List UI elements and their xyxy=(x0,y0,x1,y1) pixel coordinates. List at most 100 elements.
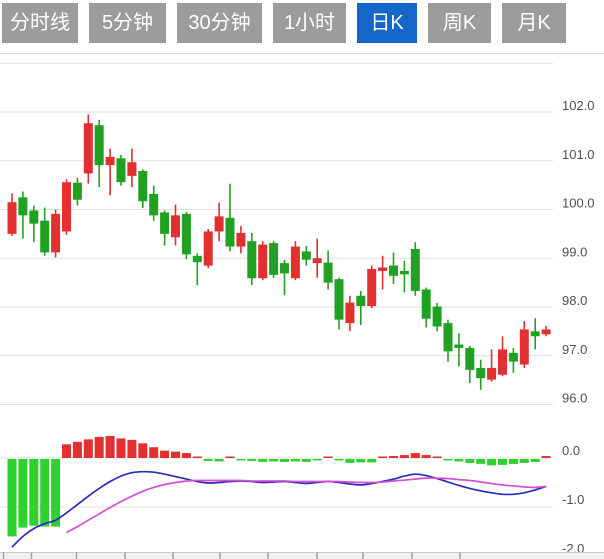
price-axis-label: 102.0 xyxy=(562,98,595,113)
candle-body xyxy=(356,295,366,307)
candle-body xyxy=(149,193,159,216)
macd-histogram-bar xyxy=(334,459,344,461)
candle-body xyxy=(62,182,71,232)
candle-body xyxy=(29,210,39,224)
candle-body xyxy=(18,197,28,216)
candle-body xyxy=(203,231,213,266)
tabbar-divider xyxy=(0,53,604,54)
candle-body xyxy=(378,267,388,271)
candle-body xyxy=(454,344,464,348)
macd-histogram-bar xyxy=(203,459,213,461)
macd-histogram-bar xyxy=(225,456,235,458)
candle-body xyxy=(269,243,279,275)
candle-body xyxy=(345,302,355,324)
tab-monthly-k[interactable]: 月K xyxy=(502,3,566,43)
candle-body xyxy=(476,367,486,379)
candle-body xyxy=(498,349,507,375)
macd-histogram-bar xyxy=(160,450,170,458)
candle-body xyxy=(530,331,540,337)
tab-weekly-k[interactable]: 周K xyxy=(428,3,491,43)
macd-axis-label: 0.0 xyxy=(562,443,580,458)
macd-histogram-bar xyxy=(258,459,268,462)
candle-body xyxy=(214,216,224,232)
macd-histogram-bar xyxy=(181,453,191,458)
price-axis-label: 99.0 xyxy=(562,244,587,259)
macd-histogram-bar xyxy=(378,456,388,458)
macd-histogram-bar xyxy=(171,451,180,458)
candle-body xyxy=(290,246,300,279)
macd-histogram-bar xyxy=(530,459,540,462)
macd-histogram-bar xyxy=(410,453,420,458)
macd-histogram-bar xyxy=(29,459,39,526)
candle-body xyxy=(138,170,148,202)
candle-body xyxy=(541,329,551,335)
x-axis-band xyxy=(0,552,604,559)
macd-histogram-bar xyxy=(487,459,497,466)
tab-timeline[interactable]: 分时线 xyxy=(2,3,78,43)
macd-histogram-bar xyxy=(280,459,289,462)
macd-dif-line xyxy=(11,470,547,548)
macd-histogram-bar xyxy=(454,459,464,462)
candle-body xyxy=(334,279,344,320)
candle-body xyxy=(51,213,61,253)
macd-histogram-bar xyxy=(138,443,148,458)
candle-body xyxy=(280,263,289,274)
macd-histogram-bar xyxy=(356,459,366,463)
candle-body xyxy=(389,265,398,276)
macd-histogram-bar xyxy=(519,459,529,463)
macd-histogram-bar xyxy=(476,459,486,464)
macd-histogram-bar xyxy=(40,459,50,527)
candle-body xyxy=(7,202,17,234)
macd-histogram-bar xyxy=(83,439,93,458)
macd-histogram-bar xyxy=(94,436,104,458)
candle-body xyxy=(94,125,104,166)
period-tabbar: 分时线 5分钟 30分钟 1小时 日K 周K 月K xyxy=(2,3,566,43)
macd-histogram-bar xyxy=(72,441,82,458)
macd-histogram-bar xyxy=(399,455,409,458)
candle-body xyxy=(399,270,409,275)
tab-1hour[interactable]: 1小时 xyxy=(273,3,346,43)
candle-body xyxy=(83,123,93,174)
macd-histogram-bar xyxy=(312,459,322,461)
candle-body xyxy=(160,212,170,234)
candle-body xyxy=(465,347,475,370)
candle-body xyxy=(519,329,529,365)
macd-histogram-bar xyxy=(105,435,115,458)
macd-histogram-bar xyxy=(62,444,71,458)
macd-histogram-bar xyxy=(214,459,224,462)
price-axis-label: 96.0 xyxy=(562,391,587,406)
candle-body xyxy=(247,241,257,279)
candle-body xyxy=(258,244,268,279)
candle-body xyxy=(367,268,377,307)
macd-histogram-bar xyxy=(149,447,159,458)
macd-histogram-bar xyxy=(18,459,28,528)
macd-histogram-bar xyxy=(443,459,453,461)
macd-histogram-bar xyxy=(345,459,355,463)
macd-histogram-bar xyxy=(192,456,202,458)
candle-body xyxy=(323,262,333,283)
candle-body xyxy=(127,162,137,176)
candle-body xyxy=(192,255,202,263)
macd-dea-line xyxy=(66,477,547,534)
price-axis-label: 101.0 xyxy=(562,147,595,162)
macd-axis-label: -1.0 xyxy=(562,492,584,507)
macd-histogram-bar xyxy=(508,459,518,464)
macd-histogram-bar xyxy=(127,439,137,458)
candle-body xyxy=(72,182,82,200)
price-axis-label: 97.0 xyxy=(562,342,587,357)
candle-body xyxy=(181,213,191,255)
candle-body xyxy=(443,323,453,352)
tab-30min[interactable]: 30分钟 xyxy=(177,3,262,43)
candle-body xyxy=(105,156,115,166)
candle-body xyxy=(225,217,235,247)
macd-histogram-bar xyxy=(247,459,257,461)
tab-5min[interactable]: 5分钟 xyxy=(89,3,166,43)
candle-body xyxy=(421,289,431,319)
macd-histogram-bar xyxy=(236,459,246,461)
candle-body xyxy=(432,306,442,327)
macd-histogram-bar xyxy=(541,456,551,458)
tab-daily-k[interactable]: 日K xyxy=(357,3,417,43)
candle-body xyxy=(40,220,50,253)
macd-histogram-bar xyxy=(421,455,431,458)
